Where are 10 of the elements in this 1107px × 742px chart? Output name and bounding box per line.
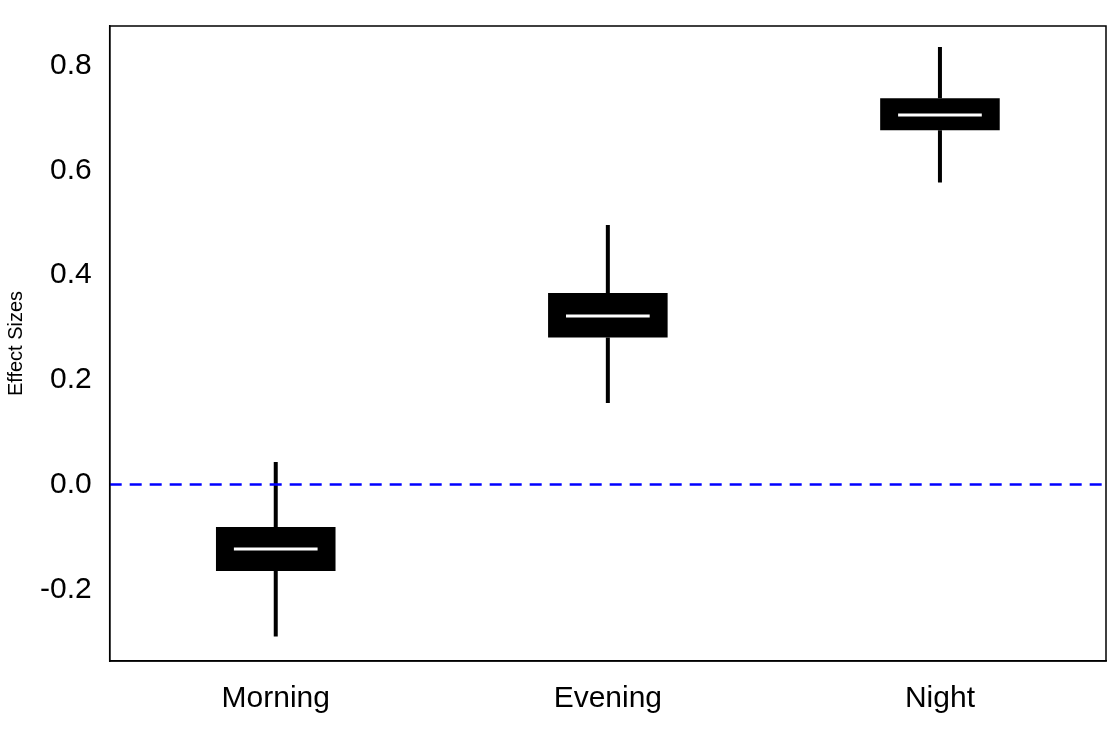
y-tick-label: 0.4 <box>49 256 92 290</box>
y-axis-title: Effect Sizes <box>3 290 26 397</box>
y-tick-label: 0.6 <box>49 151 92 185</box>
y-tick-label: 0.0 <box>49 465 92 499</box>
x-tick-label: Evening <box>553 680 663 714</box>
x-tick-label: Morning <box>221 680 330 714</box>
y-tick-label: -0.2 <box>39 570 92 604</box>
y-tick-label: 0.8 <box>49 47 92 81</box>
x-tick-label: Night <box>904 680 976 714</box>
y-tick-label: 0.2 <box>49 361 92 395</box>
